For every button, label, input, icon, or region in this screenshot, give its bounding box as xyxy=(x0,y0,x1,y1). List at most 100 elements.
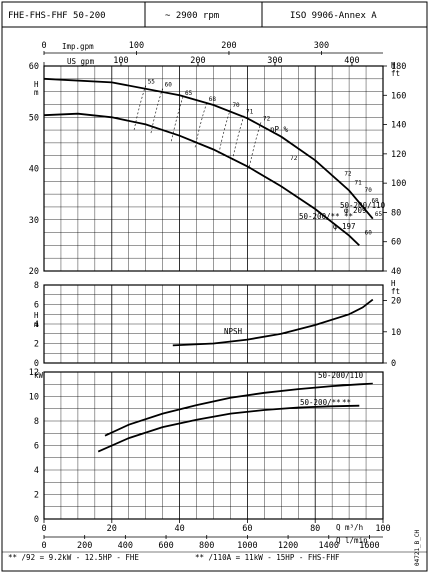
left-tick-label: 0 xyxy=(34,515,39,525)
npsh-axes: 0 2 4 6 8 0 10 20 xyxy=(34,281,401,369)
efficiency-label: 70 xyxy=(365,187,373,194)
efficiency-label: 68 xyxy=(371,197,379,204)
top-axis-imp-label: Imp.gpm xyxy=(62,42,94,51)
left-tick-label: 0 xyxy=(34,359,39,369)
head-grid xyxy=(44,66,383,271)
right-tick-label: 20 xyxy=(391,297,401,307)
imp-tick-label: 100 xyxy=(129,41,144,51)
curve-50-200- xyxy=(43,112,360,247)
power-series-110-label: 50-200/110 xyxy=(318,371,364,380)
efficiency-isoline xyxy=(170,96,184,143)
head-right-unit-h: H xyxy=(391,61,396,70)
head-left-unit-m: m xyxy=(34,88,39,97)
left-tick-label: 50 xyxy=(29,113,39,123)
head-diameter-197-label: φ 197 xyxy=(333,222,356,231)
npsh-right-unit-ft: ft xyxy=(391,287,400,296)
left-tick-label: 6 xyxy=(34,442,39,452)
efficiency-label: 71 xyxy=(354,179,362,186)
imp-tick-label: 200 xyxy=(221,41,236,51)
npsh-left-unit-h: H xyxy=(34,311,39,320)
right-tick-label: 40 xyxy=(391,267,401,277)
footer-note-110: ** /110A = 11kW - 15HP - FHS-FHF xyxy=(195,553,340,562)
m3h-tick-label: 40 xyxy=(174,524,184,534)
x-axis-m3h-label: Q m³/h xyxy=(336,523,363,532)
efficiency-isoline xyxy=(248,122,262,169)
left-tick-label: 10 xyxy=(29,393,39,403)
us-tick-label: 400 xyxy=(344,56,359,66)
us-tick-label: 300 xyxy=(267,56,282,66)
efficiency-label: 60 xyxy=(165,82,173,89)
header-model: FHE-FHS-FHF 50-200 xyxy=(8,11,106,21)
imp-tick-label: 0 xyxy=(41,41,46,51)
footer-code: 04721_B_CH xyxy=(414,529,421,566)
lmin-tick-label: 800 xyxy=(199,541,214,551)
curve-50-200-110 xyxy=(43,77,374,220)
right-tick-label: 160 xyxy=(391,91,406,101)
head-series-labels: 50-200/110 50-200/** ** φ 209 φ 197 ηP % xyxy=(270,125,386,231)
npsh-right-unit-h: H xyxy=(391,279,396,288)
efficiency-label: 68 xyxy=(209,96,217,103)
head-star-label: ** xyxy=(344,212,353,221)
npsh-grid xyxy=(44,285,383,363)
x-axis-lmin-label: Q l/min xyxy=(336,536,368,545)
power-star-label: ** xyxy=(342,398,351,407)
lmin-tick-label: 600 xyxy=(158,541,173,551)
m3h-tick-label: 80 xyxy=(310,524,320,534)
right-tick-label: 10 xyxy=(391,328,401,338)
efficiency-label: 70 xyxy=(232,102,240,109)
head-series-std-label: 50-200/** xyxy=(299,212,340,221)
m3h-tick-label: 0 xyxy=(41,524,46,534)
power-grid xyxy=(44,372,383,519)
lmin-tick-label: 1400 xyxy=(319,541,339,551)
efficiency-isoline xyxy=(218,108,231,156)
head-axes: 20 30 40 50 60 40 60 80 100 120 140 160 180 0 100 200 30… xyxy=(29,41,407,277)
efficiency-label: 55 xyxy=(148,78,156,85)
curve-50-200- xyxy=(97,404,360,453)
right-tick-label: 100 xyxy=(391,179,406,189)
efficiency-label: 71 xyxy=(246,109,254,116)
m3h-tick-label: 60 xyxy=(242,524,252,534)
efficiency-isoline xyxy=(150,88,163,135)
lmin-tick-label: 0 xyxy=(41,541,46,551)
efficiency-label: 72 xyxy=(263,115,271,122)
efficiency-label: 65 xyxy=(375,211,383,218)
left-tick-label: 8 xyxy=(34,281,39,291)
right-tick-label: 120 xyxy=(391,150,406,160)
us-tick-label: 200 xyxy=(190,56,205,66)
left-tick-label: 2 xyxy=(34,340,39,350)
right-tick-label: 180 xyxy=(391,62,406,72)
m3h-tick-label: 100 xyxy=(375,524,390,534)
left-tick-label: 4 xyxy=(34,466,39,476)
curve-npsh xyxy=(172,298,374,347)
left-tick-label: 12 xyxy=(29,368,39,378)
left-tick-label: 20 xyxy=(29,267,39,277)
header-bar: FHE-FHS-FHF 50-200 ~ 2900 rpm ISO 9906-A… xyxy=(1,1,428,28)
npsh-chart: 0 2 4 6 8 0 10 20 NPSH H m H ft xyxy=(34,279,401,369)
left-tick-label: 40 xyxy=(29,165,39,175)
left-tick-label: 60 xyxy=(29,62,39,72)
power-series-std-label: 50-200/** xyxy=(300,398,341,407)
efficiency-isoline xyxy=(133,85,146,132)
us-tick-label: 100 xyxy=(113,56,128,66)
right-tick-label: 140 xyxy=(391,121,406,131)
curve-50-200-110 xyxy=(104,382,373,437)
left-tick-label: 6 xyxy=(34,301,39,311)
page-frame xyxy=(1,26,428,572)
left-tick-label: 30 xyxy=(29,216,39,226)
lmin-tick-label: 400 xyxy=(118,541,133,551)
footer-note-92: ** /92 = 9.2kW - 12.5HP - FHE xyxy=(8,553,139,562)
right-tick-label: 60 xyxy=(391,238,401,248)
head-series-110-label: 50-200/110 xyxy=(340,201,386,210)
efficiency-label: 65 xyxy=(185,90,193,97)
npsh-series-label: NPSH xyxy=(224,327,243,336)
power-curves xyxy=(97,382,373,453)
head-left-unit-h: H xyxy=(34,80,39,89)
power-left-unit-kw: kW xyxy=(34,371,44,380)
head-right-unit-ft: ft xyxy=(391,69,400,78)
top-axis-us-label: US gpm xyxy=(67,57,95,66)
lmin-tick-label: 1600 xyxy=(359,541,379,551)
